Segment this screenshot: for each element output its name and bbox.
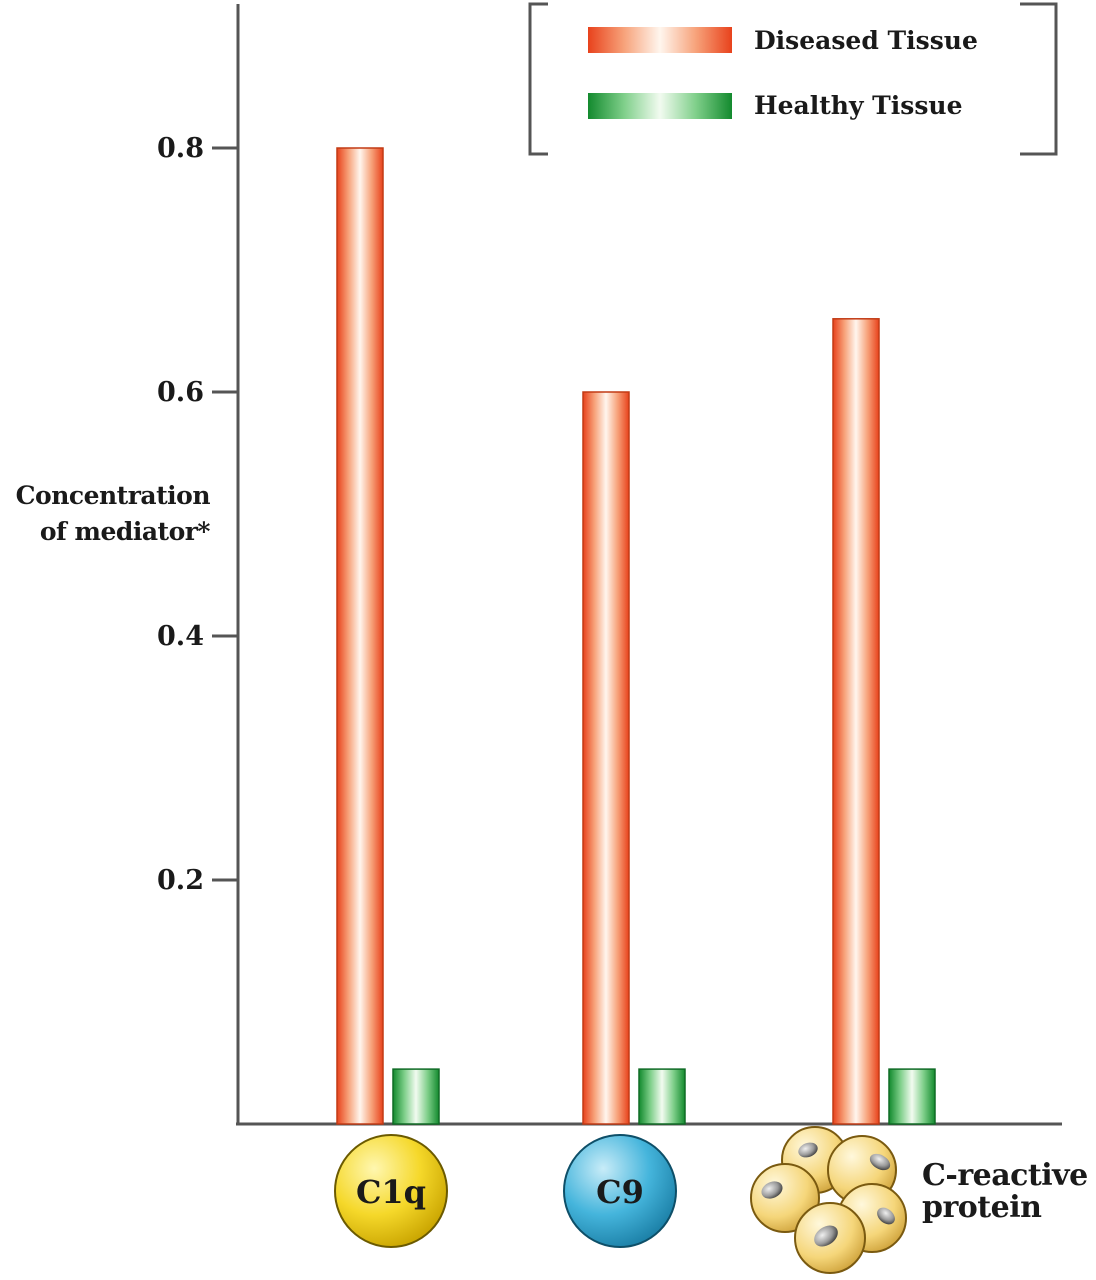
category-label-crp-line-1: C-reactive	[922, 1158, 1088, 1193]
bar-healthy-1	[638, 1068, 686, 1125]
y-tick-label-0: 0.2	[157, 865, 204, 896]
category-c9: C9	[563, 1134, 677, 1248]
bars	[336, 147, 936, 1125]
category-label-c9: C9	[596, 1173, 644, 1211]
y-tick-label-3: 0.8	[157, 133, 204, 164]
y-axis-label: Concentration of mediator*	[0, 478, 211, 550]
category-label-crp-line-2: protein	[922, 1190, 1042, 1225]
legend: Diseased Tissue Healthy Tissue	[528, 2, 1058, 156]
bar-healthy-2	[888, 1068, 936, 1125]
bar-diseased-2	[832, 318, 880, 1125]
bar-diseased-0	[336, 147, 384, 1125]
yellow-circle-icon	[334, 1134, 448, 1248]
blue-circle-icon	[563, 1134, 677, 1248]
legend-swatch-diseased	[588, 27, 732, 53]
legend-bracket-left	[528, 2, 548, 156]
pentamer-cluster-icon	[750, 1126, 907, 1274]
category-label-c1q: C1q	[356, 1173, 426, 1211]
category-label-crp: C-reactive protein	[922, 1160, 1088, 1224]
legend-label-healthy: Healthy Tissue	[754, 91, 963, 120]
y-axis-label-line-2: of mediator*	[39, 517, 211, 546]
legend-bracket-right	[1020, 2, 1058, 156]
y-axis-label-line-1: Concentration	[15, 481, 211, 510]
y-tick-label-1: 0.4	[157, 621, 204, 652]
y-tick-label-2: 0.6	[157, 377, 204, 408]
bar-diseased-1	[582, 391, 630, 1125]
y-ticks: 0.2 0.4 0.6 0.8	[157, 133, 238, 896]
category-c1q: C1q	[334, 1134, 448, 1248]
legend-label-diseased: Diseased Tissue	[754, 26, 978, 55]
legend-swatch-healthy	[588, 93, 732, 119]
bar-healthy-0	[392, 1068, 440, 1125]
